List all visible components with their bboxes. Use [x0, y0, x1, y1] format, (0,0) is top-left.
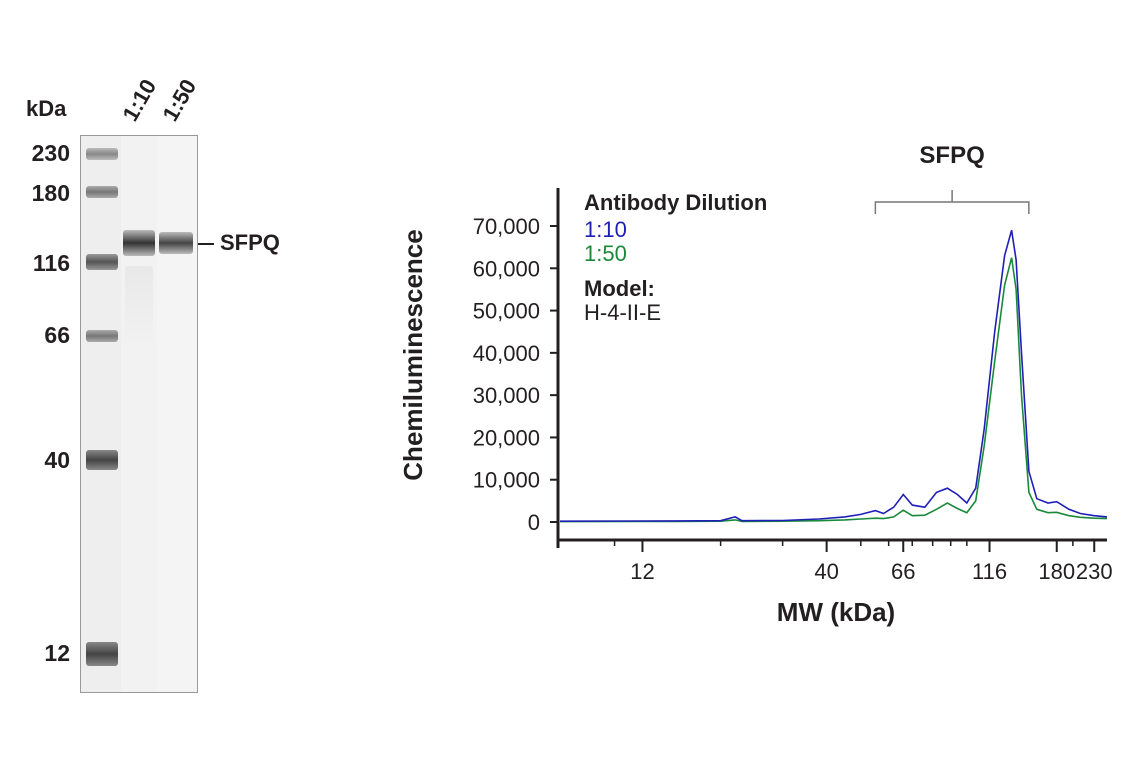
x-tick-label: 230 [1076, 559, 1113, 584]
x-tick-label: 66 [891, 559, 915, 584]
legend-title: Antibody Dilution [584, 190, 767, 215]
y-tick-label: 40,000 [473, 341, 540, 366]
target-label: SFPQ [220, 230, 280, 255]
y-tick-label: 30,000 [473, 383, 540, 408]
ladder-band-230 [86, 148, 118, 160]
annotation-label: SFPQ [919, 142, 984, 169]
y-tick-label: 50,000 [473, 299, 540, 324]
chart-axes: 0 10,000 20,000 30,000 40,000 50,000 60,000 70,… [473, 188, 1113, 584]
target-tick [198, 243, 214, 245]
gel-image [80, 135, 198, 693]
ladder-band-12 [86, 642, 118, 666]
x-tick-label: 116 [972, 559, 1007, 584]
legend-item-1-10: 1:10 [584, 217, 627, 242]
y-tick-label: 70,000 [473, 214, 540, 239]
sample-lane-1 [121, 136, 157, 692]
annotation-layer: SFPQ [874, 142, 1030, 214]
marker-label-12: 12 [44, 640, 70, 666]
marker-label-40: 40 [44, 447, 70, 473]
ladder-lane [81, 136, 121, 692]
x-tick-label: 12 [630, 559, 654, 584]
ladder-band-116 [86, 254, 118, 270]
legend: Antibody Dilution 1:10 1:50 Model: H-4-I… [584, 190, 767, 325]
y-tick-label: 0 [528, 510, 540, 535]
legend-model-title: Model: [584, 276, 655, 301]
ladder-band-180 [86, 186, 118, 198]
series-layer [559, 229, 1108, 523]
legend-model-value: H-4-II-E [584, 300, 661, 325]
legend-item-1-50: 1:50 [584, 241, 627, 266]
smear-lane-1 [125, 266, 153, 346]
annotation-bracket [874, 190, 1030, 214]
marker-label-180: 180 [31, 180, 70, 206]
sfpq-band-lane-2 [159, 232, 193, 254]
series-line-1-10 [559, 229, 1108, 523]
y-tick-label: 10,000 [473, 468, 540, 493]
x-tick-label: 40 [814, 559, 838, 584]
y-tick-label: 20,000 [473, 425, 540, 450]
x-axis-label: MW (kDa) [777, 597, 895, 627]
marker-label-116: 116 [32, 250, 70, 276]
y-tick-label: 60,000 [473, 256, 540, 281]
sfpq-band-lane-1 [123, 230, 155, 256]
series-line-1-50 [559, 257, 1108, 523]
x-tick-label: 180 [1038, 559, 1075, 584]
marker-label-66: 66 [44, 322, 70, 348]
sample-lane-2 [157, 136, 197, 692]
ladder-band-40 [86, 450, 118, 470]
ladder-band-66 [86, 330, 118, 342]
mw-unit-label: kDa [26, 96, 67, 121]
y-axis-label: Chemiluminescence [398, 229, 428, 480]
marker-label-230: 230 [31, 140, 70, 166]
